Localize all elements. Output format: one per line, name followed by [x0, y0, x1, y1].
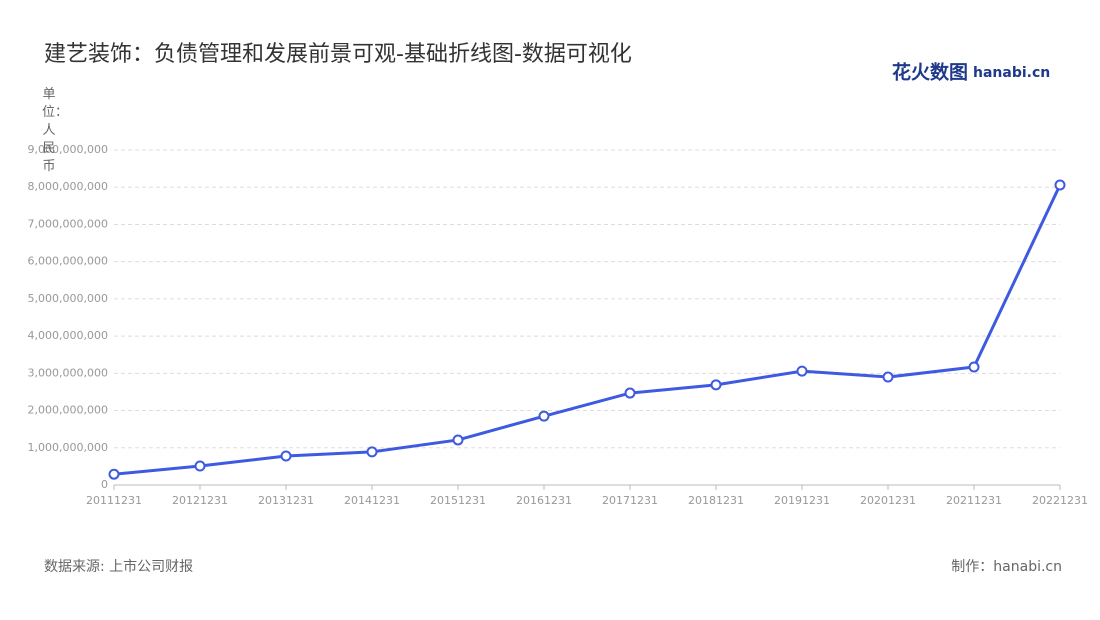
logo-sub: hanabi.cn — [973, 65, 1050, 81]
point — [194, 460, 206, 472]
point — [796, 365, 808, 377]
y-tick-label: 1,000,000,000 — [28, 441, 108, 454]
point — [452, 434, 464, 446]
credit: 制作：hanabi.cn — [951, 559, 1062, 575]
y-tick-label: 9,000,000,000 — [28, 143, 108, 156]
y-tick-label: 6,000,000,000 — [28, 255, 108, 268]
y-tick-label: 3,000,000,000 — [28, 366, 108, 379]
x-tick-label: 20141231 — [344, 494, 400, 507]
unit-label: 单位：人民币 — [42, 87, 69, 174]
x-tick-label: 20161231 — [516, 494, 572, 507]
x-tick-label: 20191231 — [774, 494, 830, 507]
chart-title: 建艺装饰：负债管理和发展前景可观-基础折线图-数据可视化 — [44, 42, 632, 67]
source: 数据来源: 上市公司财报 — [44, 558, 193, 575]
point — [710, 379, 722, 391]
point — [280, 450, 292, 462]
x-tick-label: 20171231 — [602, 494, 658, 507]
point — [108, 468, 120, 480]
point — [624, 387, 636, 399]
point — [882, 371, 894, 383]
x-tick-label: 20151231 — [430, 494, 486, 507]
y-tick-label: 2,000,000,000 — [28, 404, 108, 417]
y-tick-label: 7,000,000,000 — [28, 217, 108, 230]
x-tick-label: 20121231 — [172, 494, 228, 507]
logo: 花火数图 — [892, 61, 968, 84]
y-tick-label: 5,000,000,000 — [28, 292, 108, 305]
x-tick-label: 20221231 — [1032, 494, 1088, 507]
x-tick-label: 20201231 — [860, 494, 916, 507]
x-tick-label: 20211231 — [946, 494, 1002, 507]
x-tick-label: 20181231 — [688, 494, 744, 507]
point — [1054, 179, 1066, 191]
line — [113, 184, 1062, 476]
point — [366, 446, 378, 458]
point — [968, 361, 980, 373]
y-tick-label: 0 — [101, 478, 108, 491]
point — [538, 410, 550, 422]
y-tick-label: 8,000,000,000 — [28, 180, 108, 193]
x-tick-label: 20111231 — [86, 494, 142, 507]
y-tick-label: 4,000,000,000 — [28, 329, 108, 342]
x-tick-label: 20131231 — [258, 494, 314, 507]
